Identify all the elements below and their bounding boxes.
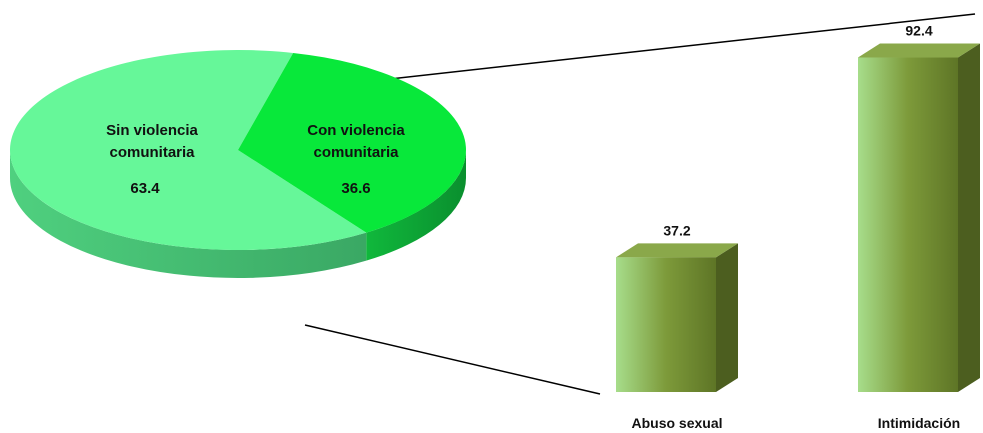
pie-label-1-line-0: Con violencia	[307, 122, 405, 139]
pie-slice-sin-violencia	[9, 49, 367, 251]
bar-1	[858, 57, 958, 393]
bar-0	[616, 257, 716, 392]
bar-side-1	[958, 43, 980, 393]
bar-value-label-1: 92.4	[905, 23, 932, 39]
pie-slice-side-0	[10, 150, 367, 278]
connector-line-top	[344, 13, 976, 85]
bar-top-1	[858, 43, 980, 58]
pie-label-0-line-0: Sin violencia	[106, 122, 198, 139]
pie-to-bar-connectors	[304, 13, 976, 395]
pie-value-label-1: 36.6	[341, 180, 370, 197]
bar-value-label-0: 37.2	[663, 222, 690, 238]
bar-category-label-1: Intimidación	[878, 415, 960, 431]
pie-slice-side-1	[366, 150, 466, 261]
bar-side-0	[716, 243, 738, 392]
pie-label-1-line-1: comunitaria	[313, 144, 399, 161]
bar-top-0	[616, 243, 738, 258]
pie-slice-con-violencia	[238, 52, 466, 233]
pie-value-label-0: 63.4	[130, 180, 160, 197]
pie-chart: Sin violencia comunitaria 63.4 Con violenci…	[9, 49, 466, 278]
pie-label-0-line-1: comunitaria	[109, 144, 195, 161]
bar-chart: 37.2 Abuso sexual 92.4 Intimidación	[616, 23, 980, 431]
connector-line-bottom	[304, 324, 601, 395]
bar-category-label-0: Abuso sexual	[631, 415, 722, 431]
